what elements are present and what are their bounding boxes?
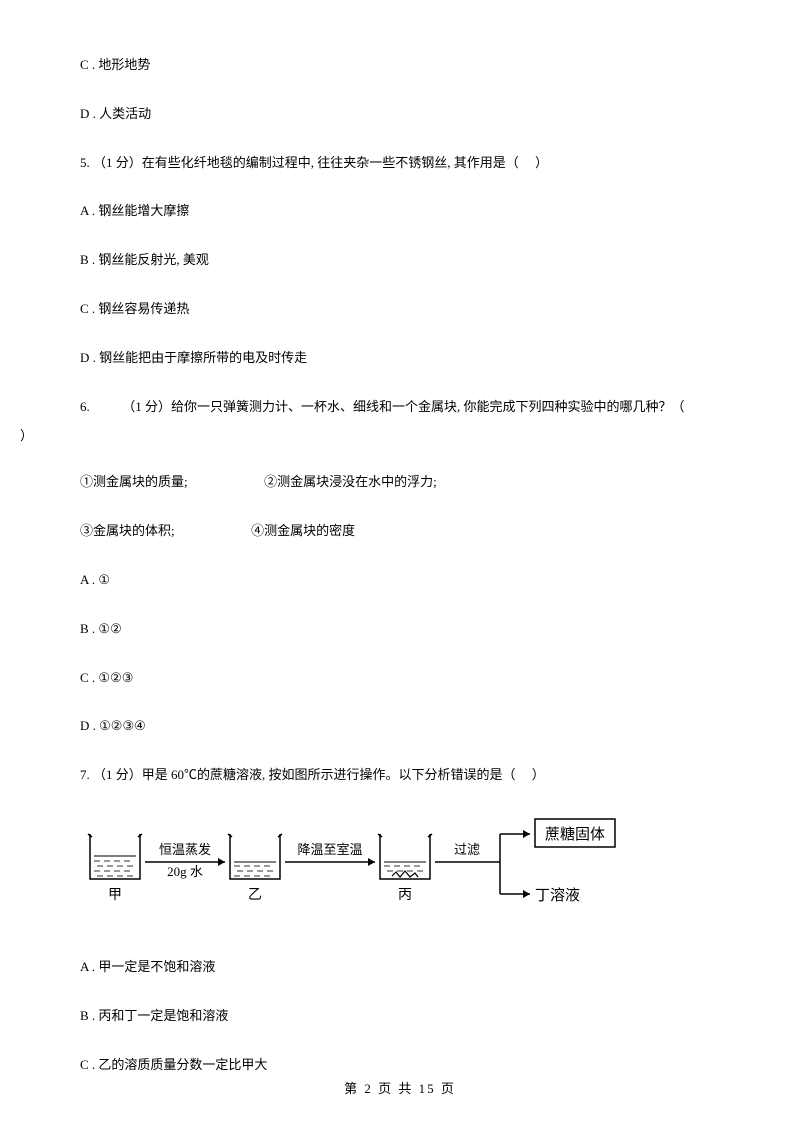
q6-sub1a: ①测金属块的质量; — [80, 474, 188, 489]
q7-diagram: 甲 恒温蒸发 20g 水 乙 降温至室温 — [80, 814, 730, 929]
q6-sub1b: ②测金属块浸没在水中的浮力; — [264, 474, 437, 489]
question-5: 5. （1 分）在有些化纤地毯的编制过程中, 往往夹杂一些不锈钢丝, 其作用是（… — [80, 153, 730, 174]
option-6c: C . ①②③ — [80, 668, 730, 689]
beaker-1-icon — [88, 834, 142, 879]
box-label: 蔗糖固体 — [545, 826, 605, 843]
option-7a: A . 甲一定是不饱和溶液 — [80, 957, 730, 978]
arrow-2-label: 降温至室温 — [297, 842, 362, 857]
option-5c: C . 钢丝容易传递热 — [80, 299, 730, 320]
arrow-2-icon — [285, 858, 375, 866]
output-label: 丁溶液 — [535, 887, 580, 904]
page-footer: 第 2 页 共 15 页 — [0, 1078, 800, 1097]
option-6d: D . ①②③④ — [80, 716, 730, 737]
q6-sub2b: ④测金属块的密度 — [251, 523, 355, 538]
option-7b: B . 丙和丁一定是饱和溶液 — [80, 1006, 730, 1027]
arrow-1-bot-label: 20g 水 — [167, 864, 203, 879]
option-6b: B . ①② — [80, 619, 730, 640]
q6-subitems-row2: ③金属块的体积; ④测金属块的密度 — [80, 521, 730, 542]
question-7: 7. （1 分）甲是 60℃的蔗糖溶液, 按如图所示进行操作。以下分析错误的是（… — [80, 765, 730, 786]
q6-sub2a: ③金属块的体积; — [80, 523, 175, 538]
question-6: 6. （1 分）给你一只弹簧测力计、一杯水、细线和一个金属块, 你能完成下列四种… — [80, 397, 730, 445]
beaker-3-label: 丙 — [398, 888, 412, 903]
option-6a: A . ① — [80, 570, 730, 591]
question-6-paren: ） — [20, 425, 730, 444]
q6-subitems-row1: ①测金属块的质量; ②测金属块浸没在水中的浮力; — [80, 472, 730, 493]
arrow-1-top-label: 恒温蒸发 — [159, 842, 211, 857]
option-d-prev: D . 人类活动 — [80, 104, 730, 125]
beaker-2-icon — [228, 834, 282, 879]
option-5b: B . 钢丝能反射光, 美观 — [80, 250, 730, 271]
arrow-3-label: 过滤 — [454, 842, 480, 857]
beaker-3-icon — [378, 834, 432, 879]
option-7c: C . 乙的溶质质量分数一定比甲大 — [80, 1055, 730, 1076]
option-5d: D . 钢丝能把由于摩擦所带的电及时传走 — [80, 348, 730, 369]
option-c-prev: C . 地形地势 — [80, 55, 730, 76]
arrow-3-icon — [435, 830, 530, 898]
beaker-2-label: 乙 — [248, 887, 262, 903]
option-5a: A . 钢丝能增大摩擦 — [80, 201, 730, 222]
beaker-1-label: 甲 — [108, 888, 122, 903]
question-6-text: 6. （1 分）给你一只弹簧测力计、一杯水、细线和一个金属块, 你能完成下列四种… — [80, 397, 730, 418]
